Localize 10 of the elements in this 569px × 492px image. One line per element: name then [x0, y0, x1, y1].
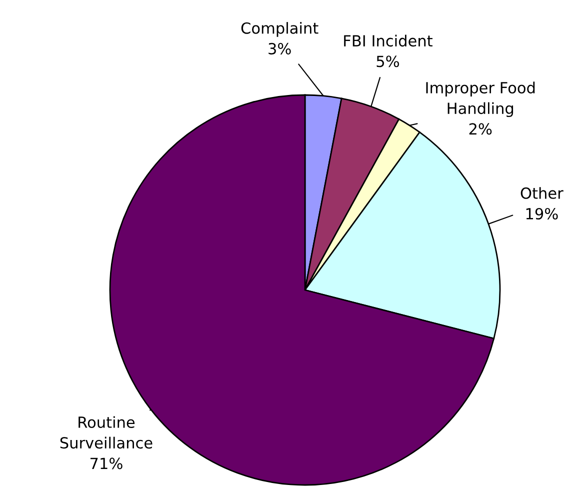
slice-label: Complaint — [241, 22, 318, 37]
slice-label: Routine Surveillance — [60, 416, 152, 449]
slice-label: FBI Incident — [344, 34, 432, 47]
data-label: 71% — [90, 458, 122, 470]
slice-label: Improper Food Handling — [426, 82, 535, 118]
data-label: 3% — [268, 42, 291, 54]
data-label: 19% — [526, 208, 558, 220]
data-label: 2% — [469, 123, 492, 135]
data-label: 5% — [376, 56, 399, 68]
slice-label: Other — [520, 187, 564, 199]
